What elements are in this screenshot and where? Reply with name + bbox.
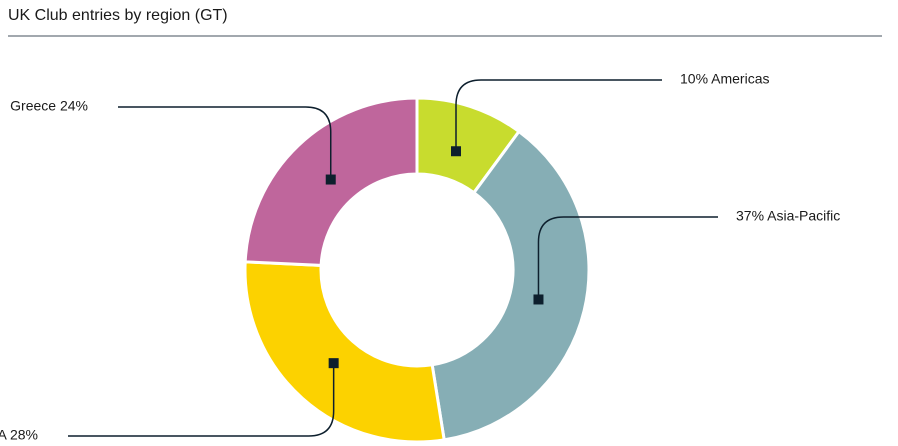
slice-label: EMEA 28%: [0, 427, 38, 443]
leader-marker: [328, 358, 339, 369]
slice-label: Greece 24%: [10, 98, 88, 114]
leader-line: [68, 363, 335, 437]
chart-title: UK Club entries by region (GT): [8, 7, 228, 24]
slice-label: 37% Asia-Pacific: [736, 208, 840, 224]
leader-line: [118, 106, 332, 180]
slice-label: 10% Americas: [680, 71, 769, 87]
leader-marker: [533, 294, 544, 305]
leader-marker: [325, 174, 336, 185]
donut-segment: [243, 260, 446, 444]
leader-marker: [451, 146, 462, 157]
leader-line: [537, 216, 718, 300]
leader-line: [455, 79, 662, 152]
donut-segment: [430, 129, 591, 442]
